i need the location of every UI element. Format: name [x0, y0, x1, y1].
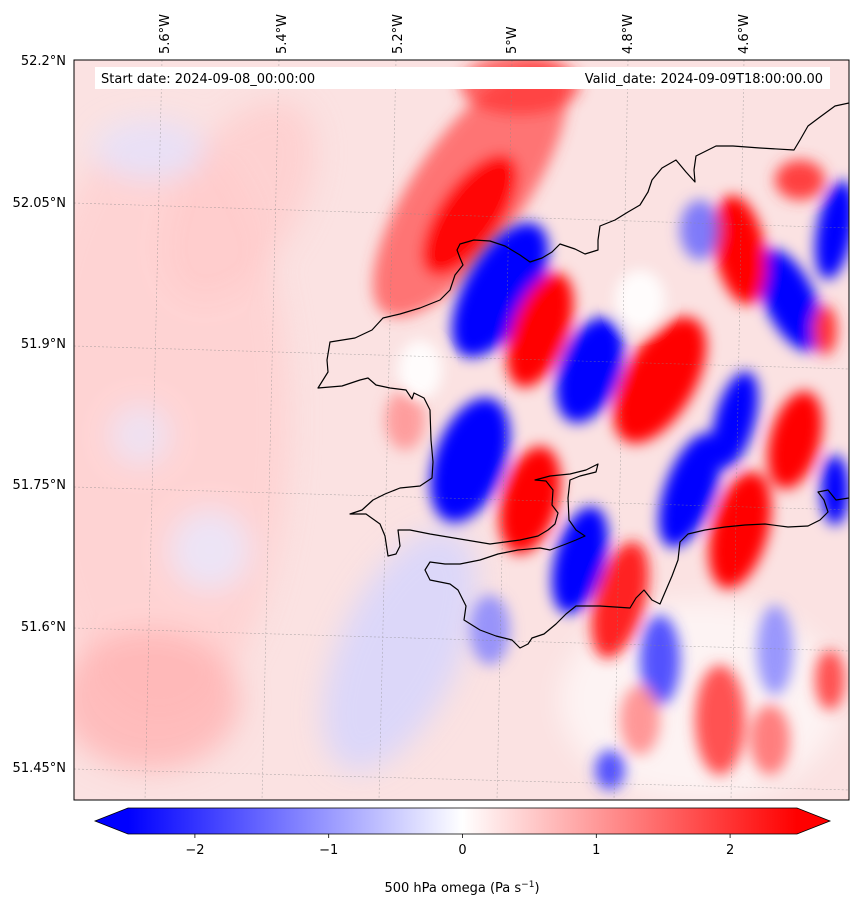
- colorbar-body: [128, 808, 797, 834]
- lat-label: 51.9°N: [21, 337, 66, 352]
- lon-label: 4.8°W: [621, 14, 636, 54]
- lat-label: 51.45°N: [13, 761, 66, 776]
- colorbar-tick-label: 2: [726, 843, 734, 858]
- lat-label: 52.2°N: [21, 54, 66, 69]
- colorbar: −2 −1 0 1 2 500 hPa omega (Pa s−1): [93, 807, 832, 896]
- lat-label: 51.6°N: [21, 620, 66, 635]
- valid-date-text: Valid_date: 2024-09-09T18:00:00.00: [585, 72, 823, 87]
- colorbar-tick-label: −1: [319, 843, 338, 858]
- lon-label: 5°W: [505, 26, 520, 54]
- latitude-labels: 52.2°N 52.05°N 51.9°N 51.75°N 51.6°N 51.…: [13, 54, 66, 776]
- lat-label: 51.75°N: [13, 478, 66, 493]
- colorbar-tick-label: 0: [458, 843, 466, 858]
- lon-label: 5.4°W: [275, 14, 290, 54]
- coastline: [317, 102, 849, 649]
- lon-label: 4.6°W: [737, 14, 752, 54]
- map-frame: [73, 59, 850, 801]
- colorbar-label: 500 hPa omega (Pa s−1): [384, 880, 539, 896]
- lon-label: 5.6°W: [158, 14, 173, 54]
- colorbar-tick-label: 1: [592, 843, 600, 858]
- graticule: [74, 60, 849, 800]
- colorbar-extend-min: [95, 808, 128, 834]
- start-date-text: Start date: 2024-09-08_00:00:00: [101, 72, 315, 87]
- colorbar-tick-label: −2: [185, 843, 204, 858]
- omega-field: [74, 60, 849, 800]
- colorbar-outline: [93, 807, 832, 835]
- colorbar-extend-max: [797, 808, 830, 834]
- date-info-box: [95, 67, 830, 89]
- lat-label: 52.05°N: [13, 196, 66, 211]
- longitude-labels: 5.6°W 5.4°W 5.2°W 5°W 4.8°W 4.6°W: [158, 14, 752, 54]
- lon-label: 5.2°W: [391, 14, 406, 54]
